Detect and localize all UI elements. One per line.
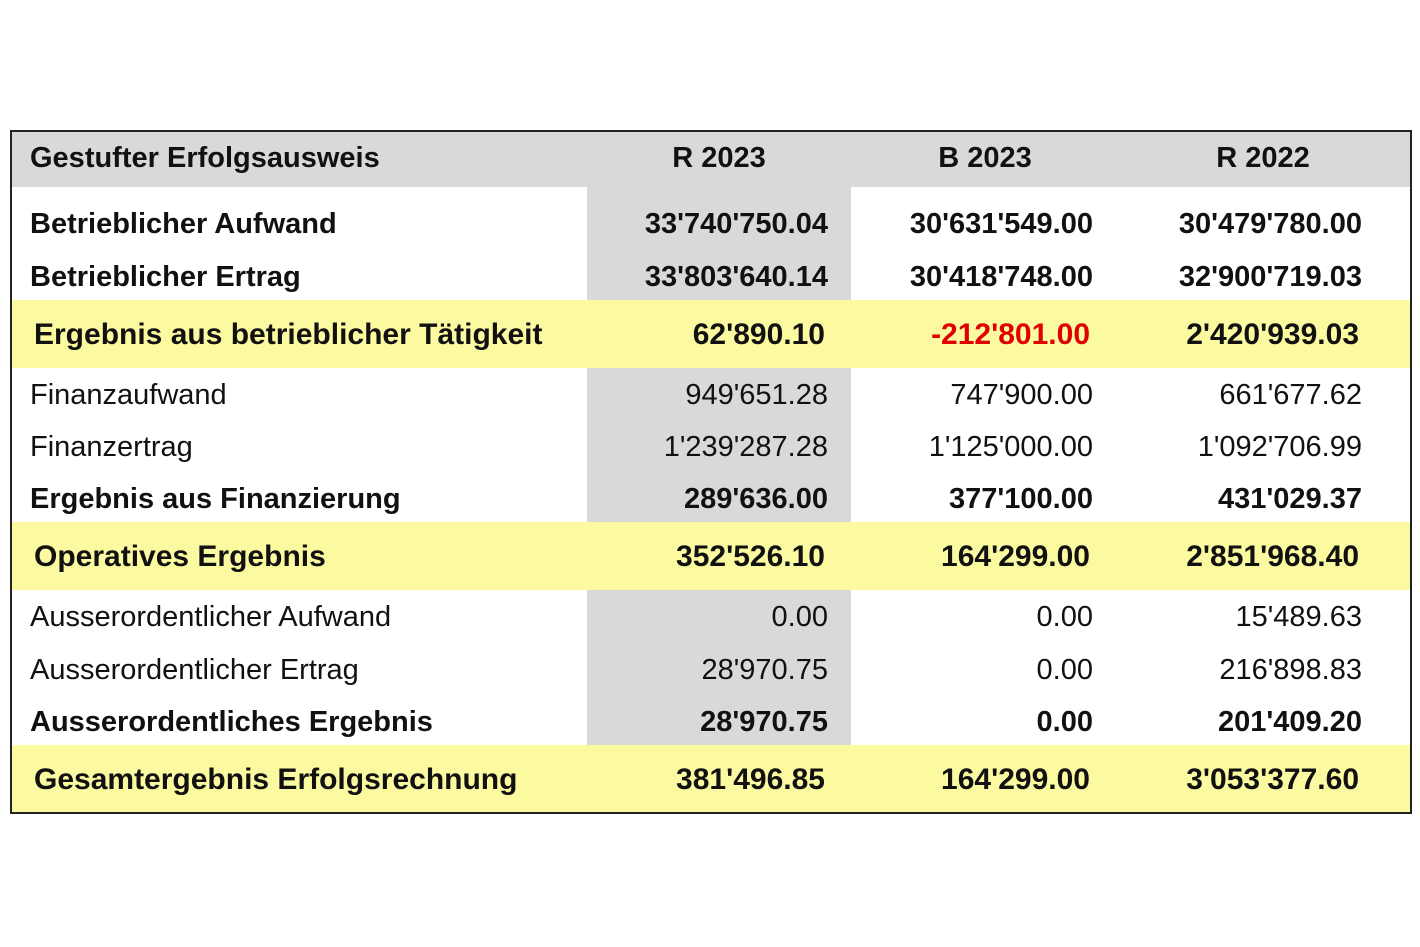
table-cell: 30'479'780.00: [1178, 208, 1362, 240]
table-cell: Ausserordentlicher Ertrag: [30, 654, 359, 686]
table-cell: 0.00: [1036, 601, 1093, 633]
table-cell: 0.00: [771, 601, 828, 633]
table-cell: 30'418'748.00: [909, 261, 1093, 293]
table-cell: 33'740'750.04: [644, 208, 828, 240]
table-cell: 1'239'287.28: [663, 431, 828, 463]
table-cell: Ausserordentliches Ergebnis: [30, 706, 433, 738]
table-cell: 164'299.00: [941, 540, 1090, 573]
table-cell: 32'900'719.03: [1178, 261, 1362, 293]
table-cell: 28'970.75: [700, 706, 828, 738]
header-bg: [10, 130, 1410, 187]
table-cell: 1'125'000.00: [928, 431, 1093, 463]
table-cell: 747'900.00: [950, 379, 1093, 411]
table-cell: R 2022: [1216, 142, 1310, 174]
table-cell: 201'409.20: [1218, 706, 1362, 738]
table-cell: 164'299.00: [941, 763, 1090, 796]
table-cell: 949'651.28: [685, 379, 828, 411]
table-cell: Betrieblicher Ertrag: [30, 261, 301, 293]
table-cell: 33'803'640.14: [644, 261, 828, 293]
table-cell: -212'801.00: [931, 318, 1090, 351]
table-cell: 377'100.00: [949, 483, 1093, 515]
table-cell: 661'677.62: [1219, 379, 1362, 411]
table-cell: B 2023: [938, 142, 1032, 174]
row-highlight: [10, 300, 1410, 368]
table-cell: 1'092'706.99: [1197, 431, 1362, 463]
table-cell: 289'636.00: [684, 483, 828, 515]
row-highlight: [10, 522, 1410, 590]
table-cell: Betrieblicher Aufwand: [30, 208, 337, 240]
table-cell: Finanzaufwand: [30, 379, 227, 411]
table-cell: 431'029.37: [1218, 483, 1362, 515]
table-cell: 30'631'549.00: [909, 208, 1093, 240]
table-cell: 0.00: [1036, 654, 1093, 686]
column-shade: [587, 187, 851, 300]
table-cell: 15'489.63: [1235, 601, 1363, 633]
table-cell: 352'526.10: [676, 540, 825, 573]
table-cell: Finanzertrag: [30, 431, 193, 463]
table-cell: Operatives Ergebnis: [34, 540, 326, 573]
table-cell: 2'420'939.03: [1186, 318, 1359, 351]
table-cell: Ausserordentlicher Aufwand: [30, 601, 392, 633]
table-cell: Ergebnis aus Finanzierung: [30, 483, 401, 515]
table-cell: Gesamtergebnis Erfolgsrechnung: [34, 763, 518, 796]
table-cell: Ergebnis aus betrieblicher Tätigkeit: [34, 318, 543, 351]
table-cell: Gestufter Erfolgsausweis: [30, 142, 380, 174]
table-cell: 3'053'377.60: [1186, 763, 1359, 796]
table-cell: 2'851'968.40: [1186, 540, 1359, 573]
table-cell: 216'898.83: [1219, 654, 1362, 686]
table-cell: R 2023: [672, 142, 766, 174]
table-cell: 62'890.10: [692, 318, 825, 351]
table-cell: 28'970.75: [701, 654, 829, 686]
row-highlight: [10, 745, 1410, 812]
column-shade: [587, 590, 851, 745]
column-shade: [587, 368, 851, 522]
table-cell: 381'496.85: [676, 763, 825, 796]
table-border: [10, 130, 1412, 814]
table-cell: 0.00: [1036, 706, 1093, 738]
